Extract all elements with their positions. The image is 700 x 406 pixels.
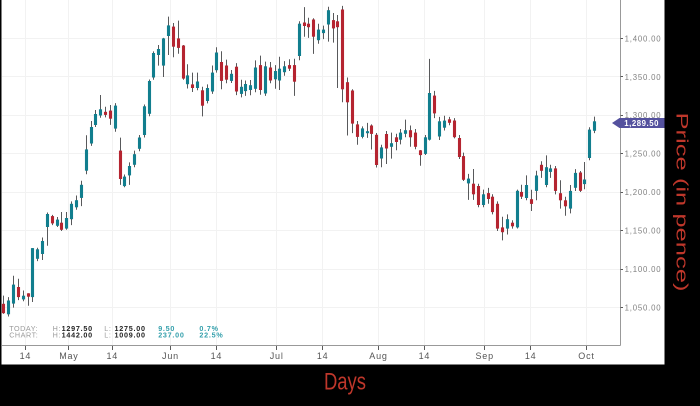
svg-text:Days: Days — [324, 369, 366, 396]
svg-text:Aug: Aug — [369, 351, 387, 361]
svg-text:L:: L: — [104, 331, 111, 340]
svg-text:1,200.00: 1,200.00 — [625, 188, 662, 197]
svg-text:1297.50: 1297.50 — [62, 324, 93, 333]
svg-text:1,350.00: 1,350.00 — [625, 73, 662, 82]
svg-text:1,150.00: 1,150.00 — [625, 227, 662, 236]
svg-text:Price (in pence): Price (in pence) — [673, 113, 692, 292]
svg-text:1009.00: 1009.00 — [115, 331, 146, 340]
svg-text:1,300.00: 1,300.00 — [625, 111, 662, 120]
svg-text:Jun: Jun — [162, 351, 179, 361]
svg-text:1,050.00: 1,050.00 — [625, 303, 662, 312]
svg-text:9.50: 9.50 — [158, 324, 175, 333]
svg-text:1,400.00: 1,400.00 — [625, 34, 662, 43]
svg-text:Jul: Jul — [270, 351, 284, 361]
svg-text:14: 14 — [106, 351, 118, 361]
svg-text:H:: H: — [53, 324, 61, 333]
svg-text:TODAY:: TODAY: — [9, 324, 38, 333]
svg-text:14: 14 — [20, 351, 32, 361]
svg-text:0.7%: 0.7% — [199, 324, 218, 333]
svg-text:Oct: Oct — [578, 351, 594, 361]
svg-text:22.5%: 22.5% — [199, 331, 223, 340]
svg-text:1275.00: 1275.00 — [115, 324, 146, 333]
svg-text:14: 14 — [525, 351, 537, 361]
svg-text:CHART:: CHART: — [9, 331, 38, 340]
svg-text:L:: L: — [104, 324, 111, 333]
svg-text:14: 14 — [419, 351, 431, 361]
svg-text:1,250.00: 1,250.00 — [625, 150, 662, 159]
svg-text:May: May — [59, 351, 78, 361]
svg-text:14: 14 — [317, 351, 329, 361]
svg-text:14: 14 — [211, 351, 223, 361]
svg-text:237.00: 237.00 — [158, 331, 184, 340]
svg-text:1442.00: 1442.00 — [62, 331, 93, 340]
svg-text:H:: H: — [53, 331, 61, 340]
svg-text:1,289.50: 1,289.50 — [624, 119, 659, 128]
svg-text:Sep: Sep — [475, 351, 493, 361]
svg-text:1,100.00: 1,100.00 — [625, 265, 662, 274]
